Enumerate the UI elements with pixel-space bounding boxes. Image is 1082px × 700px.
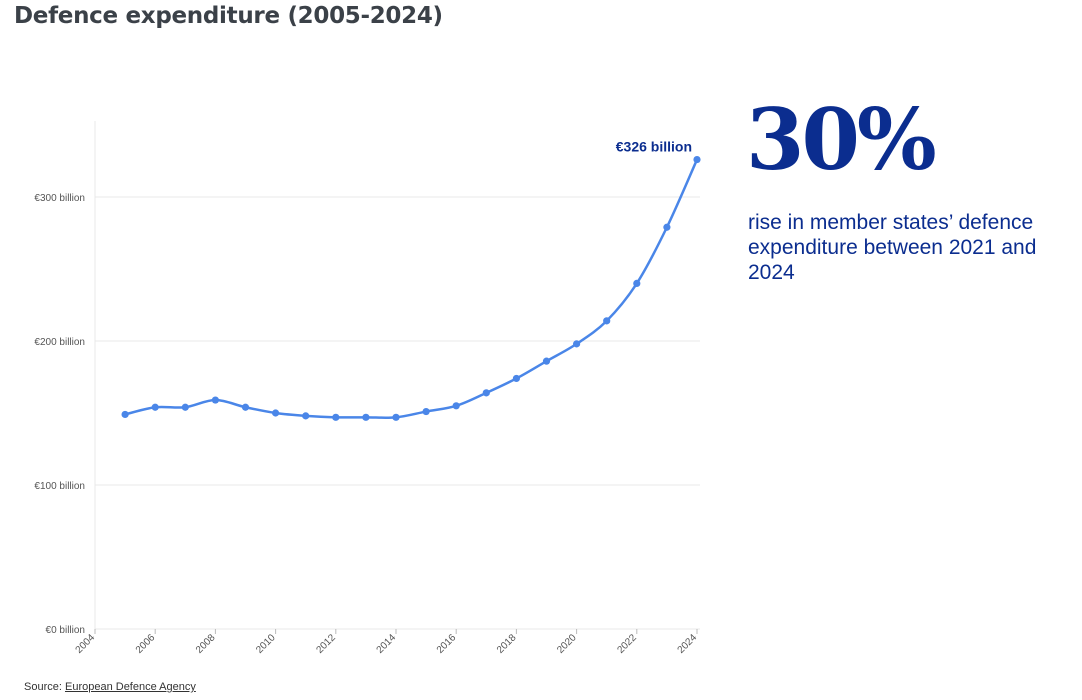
data-point [452, 402, 460, 410]
x-tick-label: 2006 [134, 632, 158, 656]
x-tick-label: 2022 [615, 632, 639, 656]
x-tick-label: 2020 [555, 632, 579, 656]
source-label: Source: [24, 681, 62, 693]
data-point [512, 374, 521, 383]
x-tick-label: 2024 [676, 632, 700, 656]
stat-value: 30% [746, 90, 937, 189]
y-tick-label: €300 billion [34, 193, 85, 204]
data-point [302, 412, 310, 420]
data-point [603, 317, 611, 325]
data-point [542, 357, 551, 365]
x-tick-label: 2018 [495, 632, 519, 656]
data-point [422, 407, 430, 416]
x-tick-label: 2014 [375, 632, 399, 656]
series-line [123, 158, 699, 419]
data-point [693, 155, 701, 164]
data-point [482, 389, 490, 397]
data-point [272, 409, 280, 417]
data-point [181, 403, 189, 411]
data-point [241, 403, 250, 411]
chart-title: Defence expenditure (2005-2024) [14, 3, 443, 29]
y-tick-label: €0 billion [46, 625, 85, 636]
data-point [392, 413, 400, 421]
data-point [362, 413, 370, 421]
data-point [121, 410, 129, 419]
data-point [332, 413, 340, 421]
source-note: Source: European Defence Agency [24, 681, 196, 693]
x-tick-label: 2016 [435, 632, 459, 656]
x-tick-label: 2012 [314, 632, 338, 656]
line-chart: €0 billion €100 billion €200 billion €300 b… [34, 121, 701, 656]
data-point [211, 396, 219, 404]
data-point [633, 279, 641, 287]
x-tick-label: 2010 [254, 632, 278, 656]
y-tick-label: €200 billion [34, 337, 85, 348]
y-tick-label: €100 billion [34, 481, 85, 492]
x-tick-label: 2008 [194, 632, 218, 656]
data-point [573, 340, 581, 348]
data-label: €326 billion [616, 139, 692, 155]
data-point [151, 403, 159, 411]
data-point [663, 223, 671, 231]
stat-description: rise in member states’ defence expenditu… [748, 211, 1037, 284]
source-link[interactable]: European Defence Agency [64, 681, 196, 693]
